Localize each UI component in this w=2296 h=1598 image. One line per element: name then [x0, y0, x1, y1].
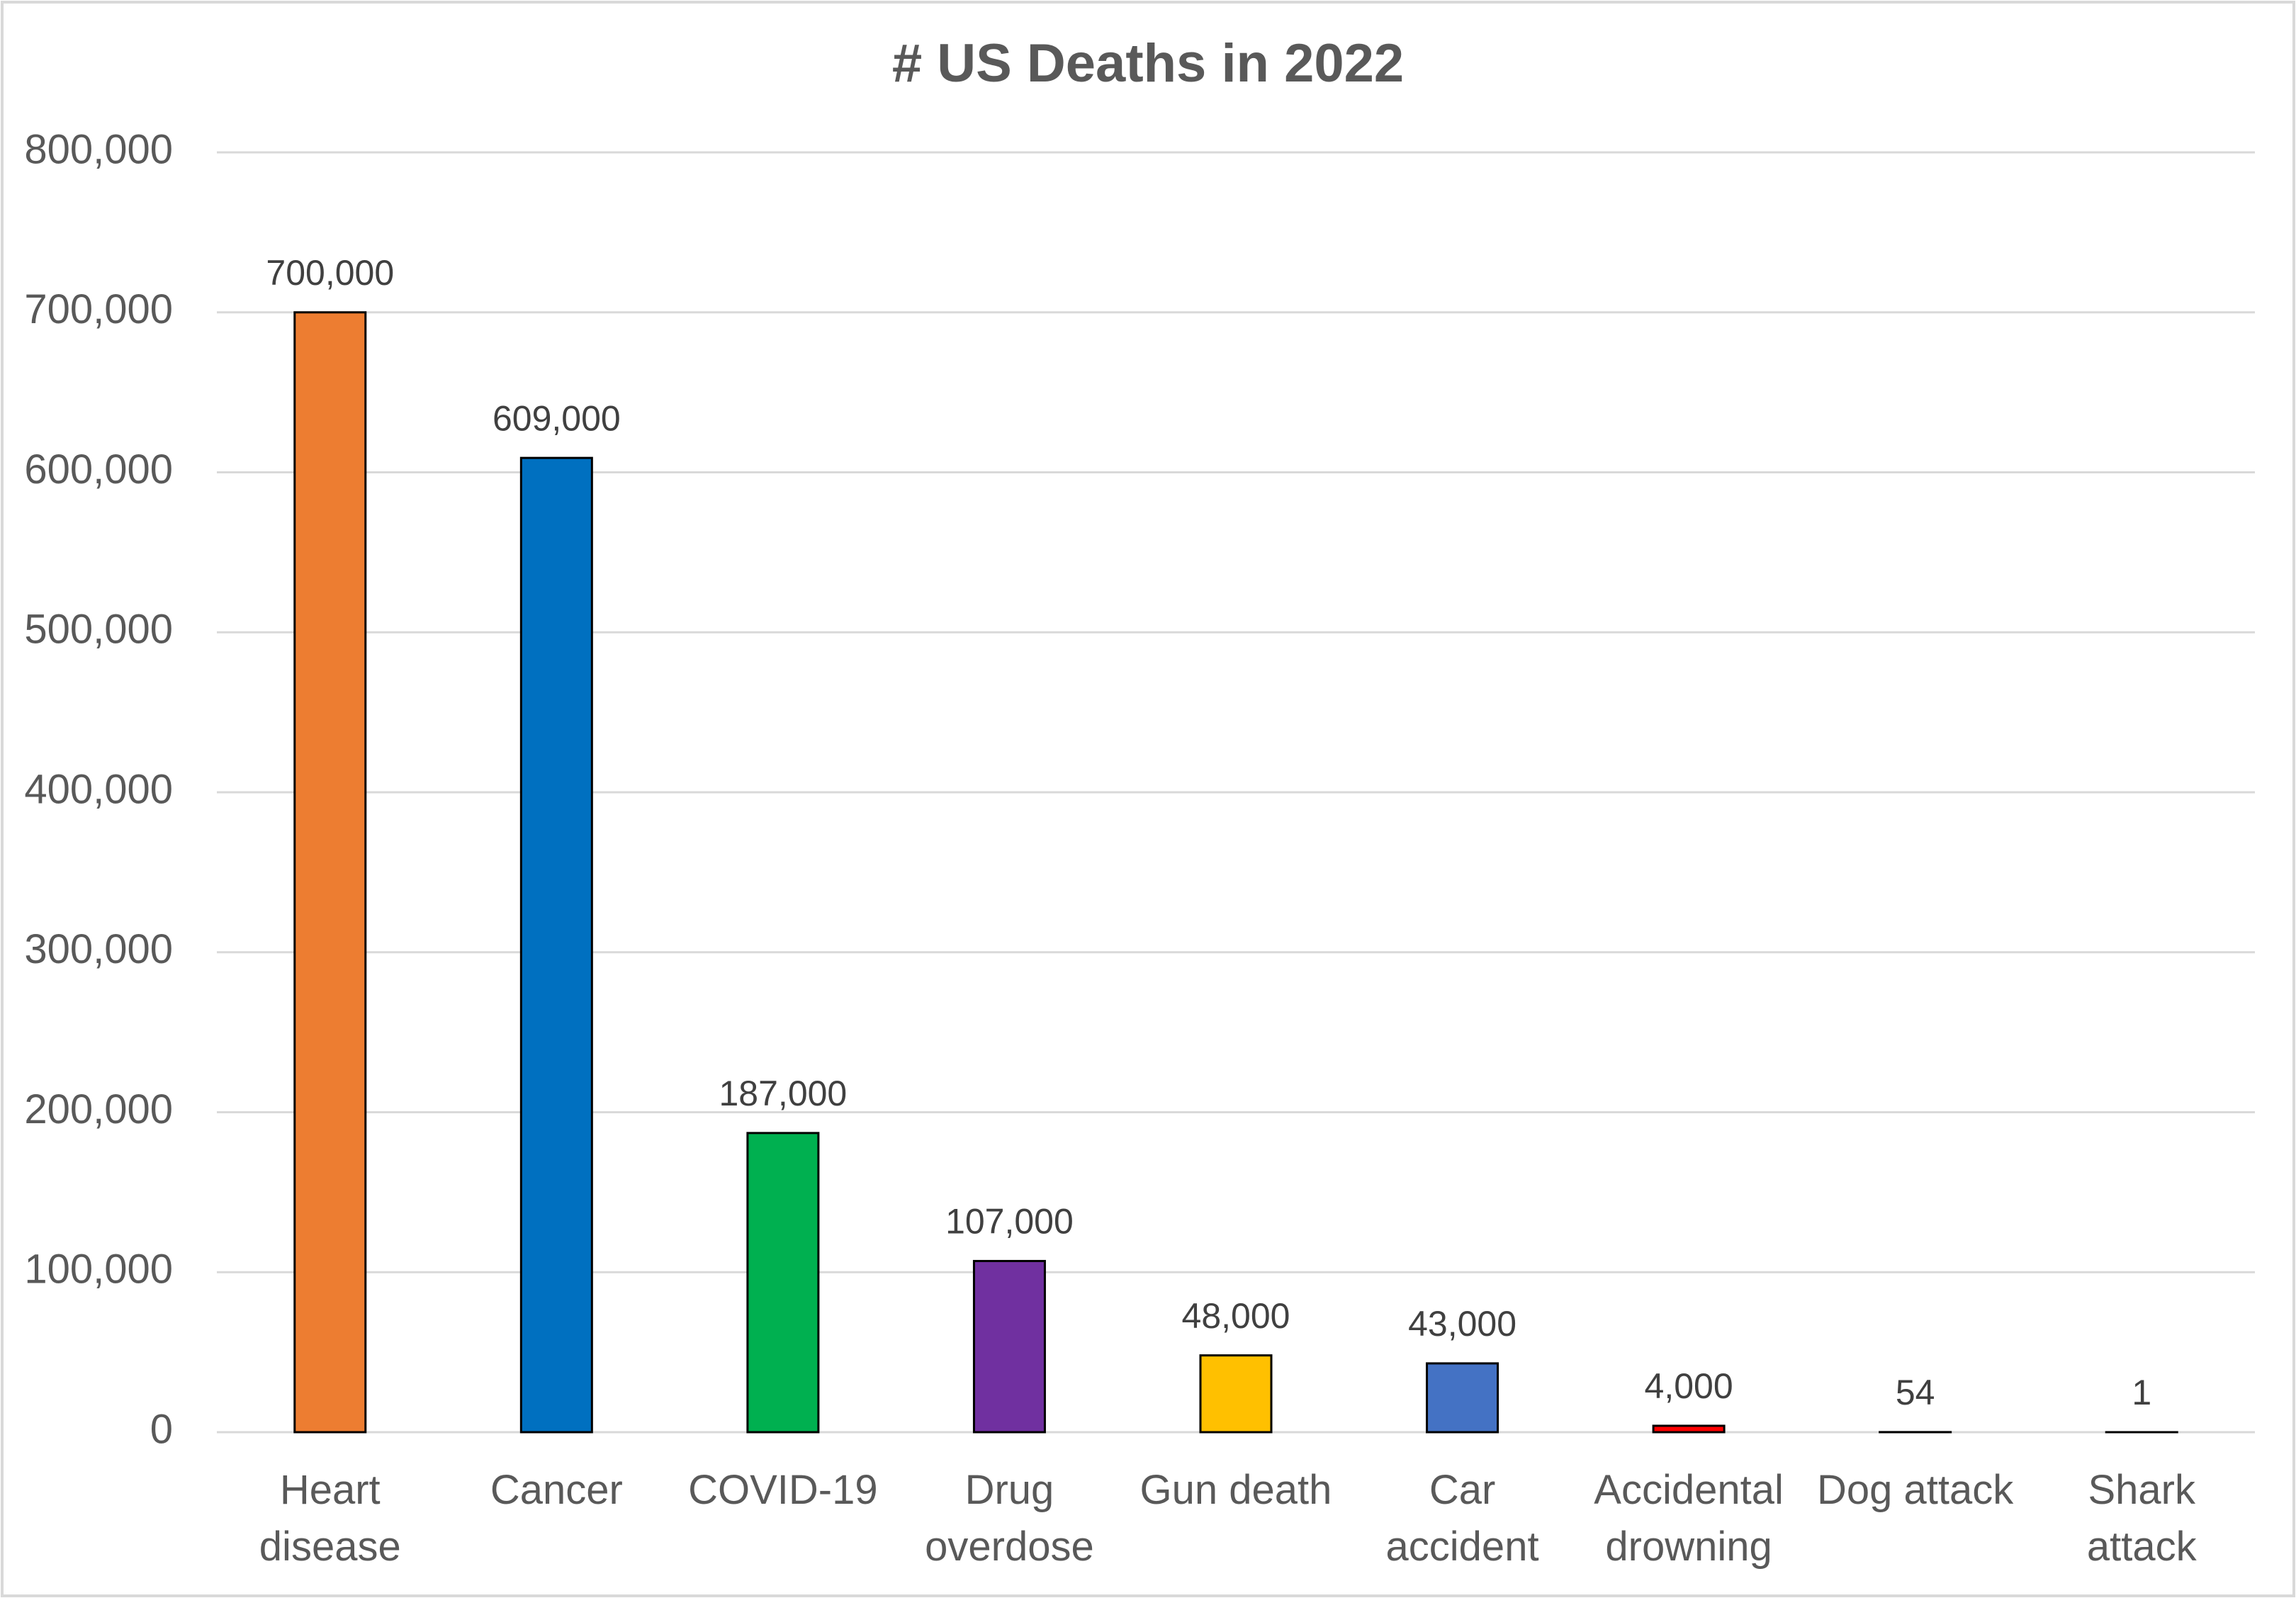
y-tick-label: 0 [150, 1406, 173, 1452]
value-label: 4,000 [1645, 1366, 1733, 1406]
y-tick-label: 100,000 [24, 1247, 173, 1293]
value-label: 1 [2132, 1373, 2151, 1412]
x-tick-label: Car accident [1385, 1467, 1539, 1570]
x-tick-label: Accidental drowning [1594, 1467, 1784, 1570]
bar [1426, 1362, 1499, 1434]
bar [519, 456, 593, 1434]
y-tick-label: 300,000 [24, 926, 173, 972]
bar [746, 1132, 820, 1434]
bar [1199, 1354, 1273, 1434]
y-tick-label: 700,000 [24, 286, 173, 332]
x-tick-label: Heart disease [259, 1467, 401, 1570]
value-label: 700,000 [266, 253, 394, 293]
x-tick-label: Gun death [1139, 1467, 1332, 1513]
value-label: 187,000 [719, 1074, 848, 1113]
value-label: 609,000 [493, 398, 621, 438]
x-tick-label: COVID-19 [688, 1467, 878, 1513]
x-tick-label: Cancer [490, 1467, 623, 1513]
x-tick-label: Dog attack [1817, 1467, 2014, 1513]
bar [293, 311, 367, 1434]
x-tick-label: Shark attack [2086, 1467, 2197, 1570]
y-tick-label: 500,000 [24, 607, 173, 653]
y-tick-label: 200,000 [24, 1086, 173, 1132]
value-label: 54 [1896, 1373, 1935, 1412]
y-tick-label: 600,000 [24, 446, 173, 493]
y-tick-label: 800,000 [24, 126, 173, 172]
bar [1652, 1424, 1726, 1434]
value-label: 48,000 [1182, 1296, 1290, 1336]
value-label: 43,000 [1408, 1304, 1516, 1344]
value-label: 107,000 [945, 1202, 1074, 1242]
x-tick-label: Drug overdose [925, 1467, 1094, 1570]
chart-title: # US Deaths in 2022 [892, 33, 1404, 94]
y-tick-label: 400,000 [24, 766, 173, 812]
bar [972, 1259, 1046, 1434]
